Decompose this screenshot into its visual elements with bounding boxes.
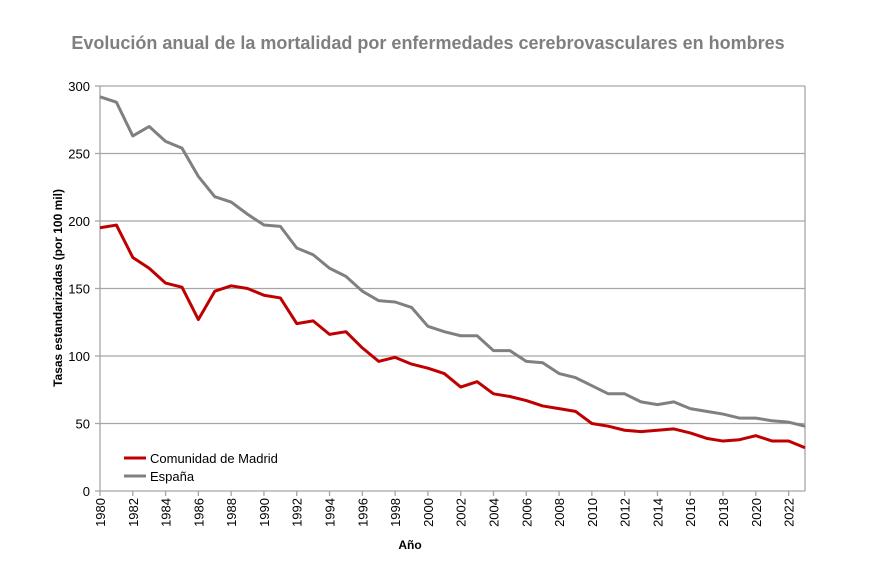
x-tick-label: 2008 — [552, 498, 567, 527]
legend-label: Comunidad de Madrid — [150, 451, 278, 466]
x-tick-label: 1988 — [224, 498, 239, 527]
x-tick-label: 2002 — [454, 498, 469, 527]
y-tick-label: 200 — [68, 214, 90, 229]
series-line-comunidad-de-madrid — [99, 223, 806, 450]
y-tick-label: 300 — [68, 79, 90, 94]
x-tick-label: 2014 — [650, 498, 665, 527]
x-tick-label: 1982 — [126, 498, 141, 527]
x-tick-label: 2020 — [749, 498, 764, 527]
y-tick-label: 50 — [76, 417, 90, 432]
x-tick-label: 2022 — [782, 498, 797, 527]
x-tick-label: 2004 — [486, 498, 501, 527]
x-tick-label: 2006 — [519, 498, 534, 527]
x-tick-label: 2012 — [618, 498, 633, 527]
x-tick-label: 1986 — [191, 498, 206, 527]
legend-label: España — [150, 469, 195, 484]
x-tick-label: 2016 — [683, 498, 698, 527]
x-tick-label: 1998 — [388, 498, 403, 527]
x-tick-label: 1984 — [159, 498, 174, 527]
x-tick-label: 1990 — [257, 498, 272, 527]
y-tick-label: 150 — [68, 282, 90, 297]
x-tick-label: 2010 — [585, 498, 600, 527]
x-tick-label: 1980 — [93, 498, 108, 527]
y-tick-label: 100 — [68, 349, 90, 364]
x-tick-label: 2000 — [421, 498, 436, 527]
y-axis-label: Tasas estandarizadas (por 100 mil) — [51, 189, 65, 387]
y-tick-label: 0 — [83, 484, 90, 499]
x-tick-label: 1996 — [355, 498, 370, 527]
series-line-españa — [99, 95, 806, 428]
x-tick-label: 2018 — [716, 498, 731, 527]
x-tick-label: 1994 — [323, 498, 338, 527]
x-axis-label: Año — [398, 538, 421, 552]
x-tick-label: 1992 — [290, 498, 305, 527]
chart-title: Evolución anual de la mortalidad por enf… — [71, 33, 785, 53]
y-tick-label: 250 — [68, 147, 90, 162]
